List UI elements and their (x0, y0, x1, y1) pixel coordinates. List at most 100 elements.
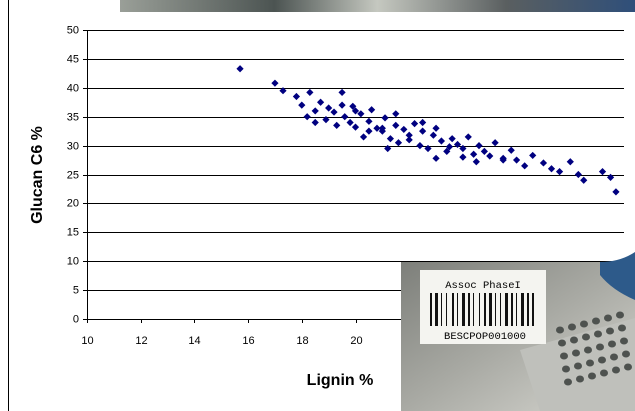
point (304, 113, 311, 120)
well (556, 327, 564, 334)
point (365, 128, 372, 135)
point (271, 80, 278, 87)
point (333, 122, 340, 129)
y-axis-title: Glucan C6 % (29, 126, 46, 224)
label-code: BESCPOP001000 (444, 331, 526, 343)
well (580, 321, 588, 328)
well (586, 360, 594, 367)
point (338, 102, 345, 109)
point (330, 108, 337, 115)
point (392, 110, 399, 117)
point (365, 118, 372, 125)
point (306, 89, 313, 96)
point (486, 152, 493, 159)
x-tick-label: 20 (350, 335, 362, 347)
well (612, 367, 620, 374)
point (548, 165, 555, 172)
point (392, 122, 399, 129)
point (341, 113, 348, 120)
photo: Assoc PhaseI BESCPOP001000 (401, 252, 635, 411)
barcode-bar (435, 293, 438, 326)
point (567, 158, 574, 165)
point (347, 119, 354, 126)
point (293, 93, 300, 100)
well (558, 340, 566, 347)
well (564, 379, 572, 386)
barcode-bar (468, 293, 470, 326)
y-tick-label: 20 (67, 197, 79, 209)
point (599, 168, 606, 175)
well (596, 344, 604, 351)
well (600, 370, 608, 377)
point (438, 137, 445, 144)
point (424, 145, 431, 152)
well (598, 357, 606, 364)
well (622, 351, 630, 358)
well (608, 341, 616, 348)
point (419, 119, 426, 126)
x-axis-title: Lignin % (307, 372, 374, 389)
point (459, 154, 466, 161)
well (594, 331, 602, 338)
point (368, 106, 375, 113)
well (604, 315, 612, 322)
point (481, 148, 488, 155)
point (432, 155, 439, 162)
point (384, 145, 391, 152)
barcode-bar (452, 293, 454, 326)
point (387, 135, 394, 142)
point (470, 151, 477, 158)
x-tick-label: 16 (242, 335, 254, 347)
chart: 0510152025303540455010121416182022242628… (0, 0, 635, 411)
y-tick-label: 40 (67, 82, 79, 94)
label-title: Assoc PhaseI (445, 280, 521, 292)
point (298, 102, 305, 109)
point (473, 158, 480, 165)
barcode-bar (532, 293, 534, 326)
well (562, 366, 570, 373)
y-tick-label: 45 (67, 53, 79, 65)
barcode-bar (446, 293, 447, 326)
y-tick-label: 0 (73, 313, 79, 325)
point (360, 133, 367, 140)
well (584, 347, 592, 354)
barcode-bar (479, 293, 480, 326)
well (618, 325, 626, 332)
point (556, 168, 563, 175)
point (513, 156, 520, 163)
x-tick-label: 10 (81, 335, 93, 347)
y-tick-label: 35 (67, 111, 79, 123)
point (236, 65, 243, 72)
barcode-bar (473, 293, 474, 326)
well (588, 373, 596, 380)
point (529, 152, 536, 159)
barcode-bar (462, 293, 465, 326)
point (338, 89, 345, 96)
y-tick-label: 50 (67, 24, 79, 36)
barcode-bar (430, 293, 432, 326)
well (616, 312, 624, 319)
barcode-bar (505, 293, 508, 326)
point (430, 132, 437, 139)
point (406, 136, 413, 143)
point (325, 104, 332, 111)
point (432, 125, 439, 132)
point (416, 142, 423, 149)
y-tick-label: 10 (67, 255, 79, 267)
point (607, 174, 614, 181)
point (475, 142, 482, 149)
point (580, 177, 587, 184)
point (540, 159, 547, 166)
well (568, 324, 576, 331)
point (612, 188, 619, 195)
well (592, 318, 600, 325)
barcode-bar (457, 293, 458, 326)
point (411, 120, 418, 127)
barcode-bar (489, 293, 492, 326)
x-tick-label: 12 (135, 335, 147, 347)
barcode-bar (441, 293, 442, 326)
barcode-bar (495, 293, 496, 326)
well (610, 354, 618, 361)
point (312, 107, 319, 114)
point (352, 124, 359, 131)
